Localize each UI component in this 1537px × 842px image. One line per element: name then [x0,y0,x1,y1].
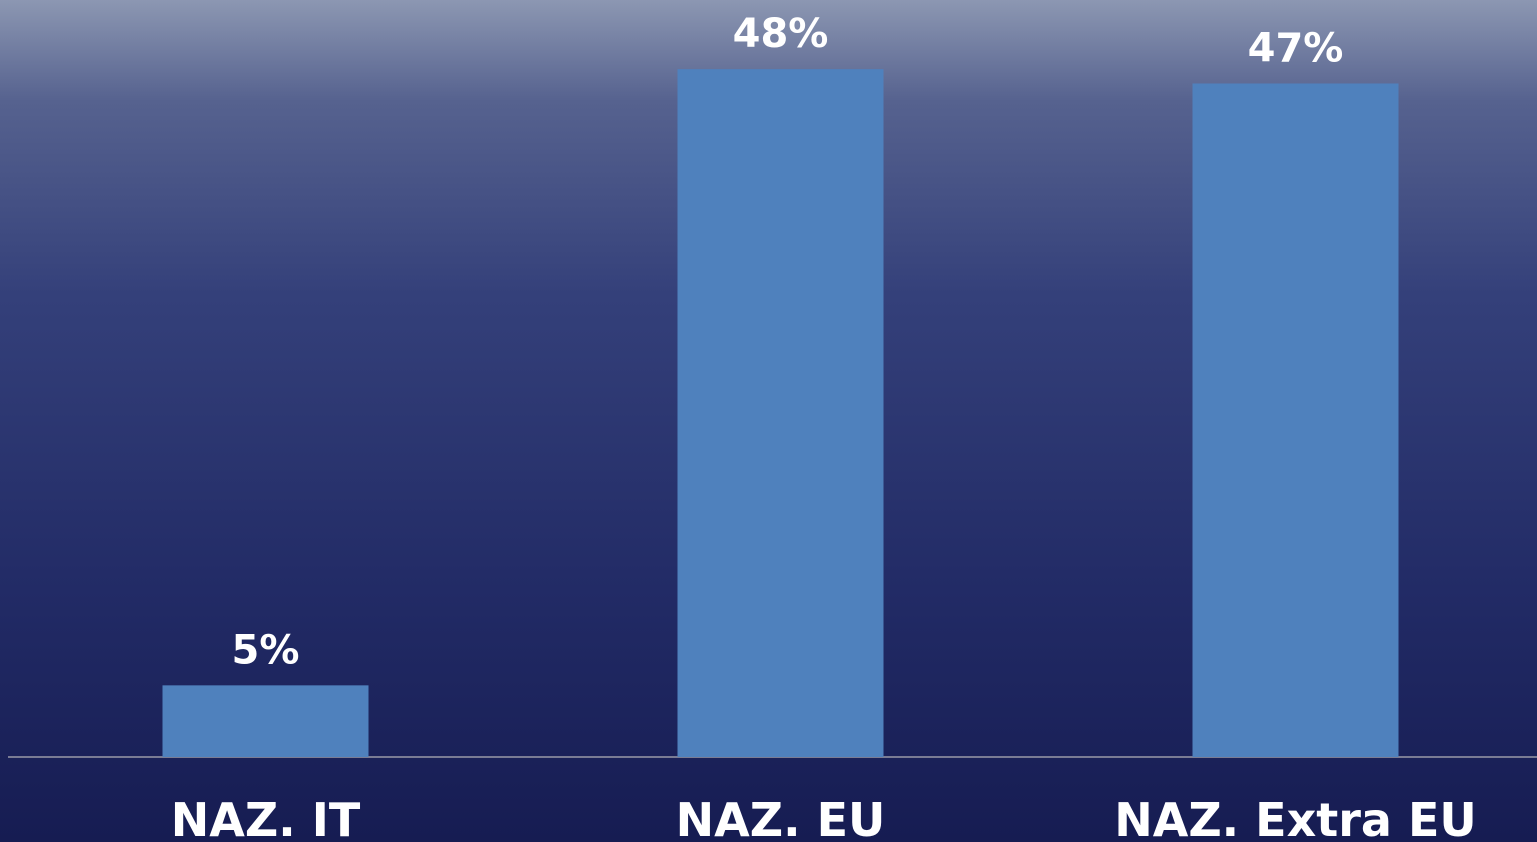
x-tick-label: NAZ. Extra EU [1114,793,1477,842]
bar [677,69,884,757]
value-label: 5% [232,627,300,673]
value-label: 47% [1248,25,1344,71]
x-tick-label: NAZ. EU [676,793,886,842]
bar [162,685,369,757]
bar [1192,83,1399,758]
x-tick-label: NAZ. IT [171,793,361,842]
value-label: 48% [733,11,829,57]
